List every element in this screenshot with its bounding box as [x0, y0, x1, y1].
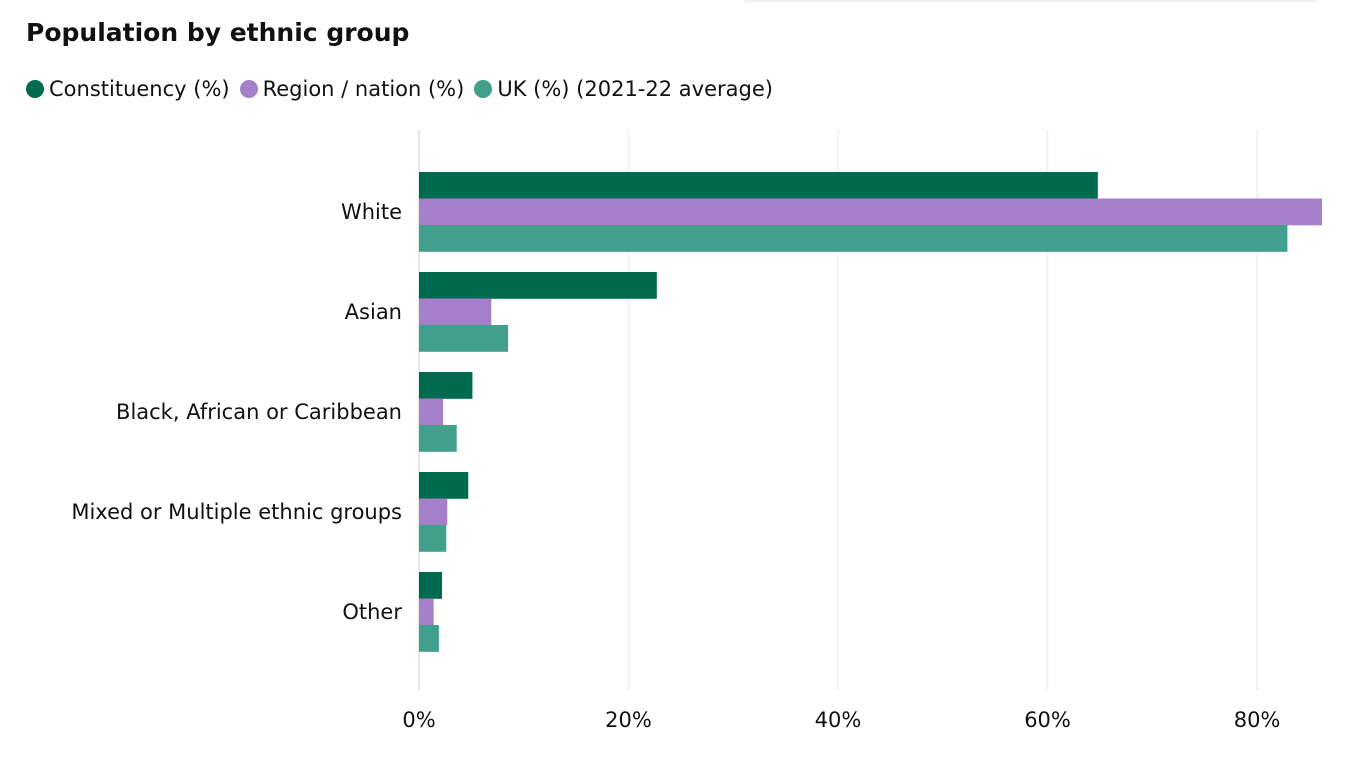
bar[interactable] [419, 572, 443, 599]
legend-label-uk: UK (%) (2021-22 average) [497, 77, 773, 101]
x-tick-label: 80% [1234, 708, 1281, 732]
bars [419, 172, 1322, 652]
category-label: Asian [345, 300, 402, 324]
legend-item-constituency[interactable]: Constituency (%) [26, 77, 230, 101]
legend: Constituency (%) Region / nation (%) UK … [26, 77, 783, 101]
legend-item-region[interactable]: Region / nation (%) [239, 77, 465, 101]
legend-item-uk[interactable]: UK (%) (2021-22 average) [474, 77, 773, 101]
bar[interactable] [419, 625, 439, 652]
category-labels: White Asian Black, African or Caribbean Mix… [71, 200, 402, 624]
bar[interactable] [419, 198, 1322, 226]
bar[interactable] [419, 525, 447, 552]
legend-swatch-constituency [26, 80, 44, 98]
bar[interactable] [419, 498, 448, 526]
bar[interactable] [419, 398, 444, 426]
bar[interactable] [419, 425, 457, 452]
x-axis-ticks: 0% 20% 40% 60% 80% [402, 708, 1280, 732]
bar[interactable] [419, 372, 473, 399]
x-tick-label: 0% [402, 708, 435, 732]
bar[interactable] [419, 472, 469, 499]
bar[interactable] [419, 298, 492, 326]
x-tick-label: 20% [605, 708, 652, 732]
bar[interactable] [419, 172, 1098, 199]
legend-label-constituency: Constituency (%) [49, 77, 230, 101]
bar[interactable] [419, 272, 657, 299]
legend-swatch-uk [474, 80, 493, 98]
category-label: White [341, 200, 402, 224]
bar[interactable] [419, 325, 509, 352]
legend-swatch-region [239, 80, 258, 98]
category-label: Black, African or Caribbean [116, 400, 402, 424]
category-label: Other [342, 600, 402, 624]
chart-title: Population by ethnic group [26, 18, 410, 47]
x-tick-label: 60% [1024, 708, 1071, 732]
category-label: Mixed or Multiple ethnic groups [71, 500, 402, 524]
legend-label-region: Region / nation (%) [262, 77, 465, 101]
bar[interactable] [419, 598, 434, 626]
bar[interactable] [419, 225, 1288, 252]
x-tick-label: 40% [815, 708, 862, 732]
top-divider [745, 0, 1317, 2]
